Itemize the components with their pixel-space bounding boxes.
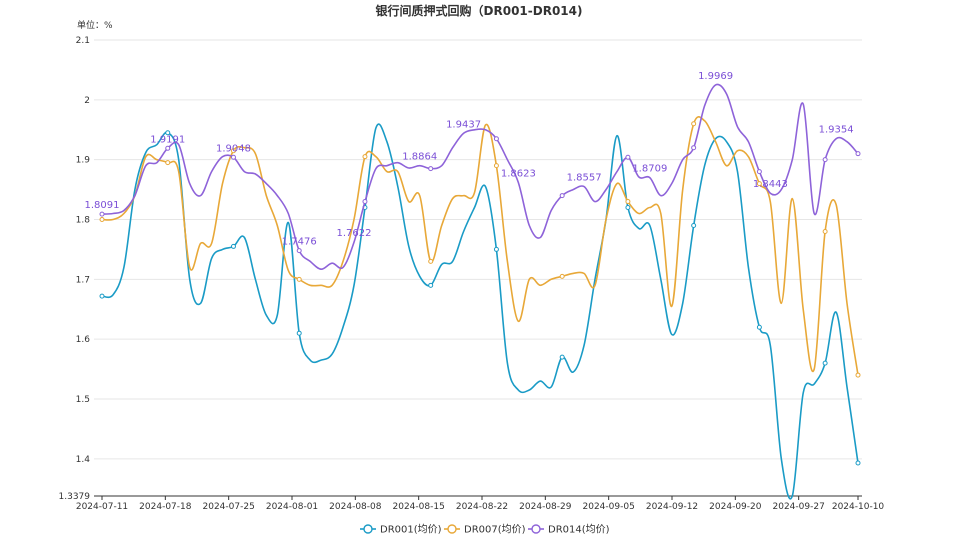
legend-label: DR014(均价): [548, 524, 610, 536]
data-point: [99, 293, 105, 299]
y-tick-label: 1.6: [76, 335, 91, 345]
legend-item-1[interactable]: DR001(均价): [360, 524, 442, 536]
y-tick-label: 1.7: [76, 275, 90, 285]
data-point: [822, 360, 828, 366]
x-tick-label: 2024-08-22: [456, 502, 508, 512]
x-tick-label: 2024-09-12: [646, 502, 698, 512]
data-point: [756, 169, 762, 175]
data-label: 1.7622: [337, 228, 372, 239]
x-tick-label: 2024-08-01: [266, 502, 318, 512]
data-label: 1.8709: [632, 164, 667, 175]
y-tick-label: 1.4: [76, 455, 91, 465]
y-tick-label: 1.8: [76, 216, 91, 226]
x-tick-label: 2024-07-11: [76, 502, 128, 512]
data-label: 1.8557: [567, 173, 602, 184]
data-point: [230, 148, 236, 154]
data-label: 1.9354: [819, 125, 854, 136]
x-tick-label: 2024-07-18: [139, 502, 192, 512]
legend-item-3[interactable]: DR014(均价): [528, 524, 610, 536]
legend-marker: [363, 524, 373, 534]
y-tick-label: 1.9: [76, 156, 91, 166]
unit-label: 单位：%: [77, 19, 113, 31]
data-point: [855, 372, 861, 378]
y-tick-label: 1.3379: [59, 492, 91, 502]
data-point: [822, 157, 828, 163]
data-point: [691, 222, 697, 228]
x-tick-label: 2024-09-20: [709, 502, 762, 512]
data-point: [625, 199, 631, 205]
data-label: 1.7476: [282, 237, 317, 248]
data-label: 1.8623: [501, 168, 536, 179]
y-tick-label: 2.1: [76, 36, 90, 46]
data-point: [559, 354, 565, 360]
x-tick-label: 2024-09-05: [583, 502, 635, 512]
x-tick-label: 2024-07-25: [203, 502, 255, 512]
data-point: [559, 273, 565, 279]
data-point: [362, 199, 368, 205]
grid-layer: [94, 39, 862, 460]
data-point: [756, 181, 762, 187]
series-line-3: [101, 83, 859, 270]
data-point: [230, 243, 236, 249]
data-point: [99, 211, 105, 217]
data-label: 1.9437: [446, 119, 481, 130]
data-point: [855, 460, 861, 466]
data-point: [428, 166, 434, 172]
legend-marker: [531, 524, 541, 534]
data-point: [296, 248, 302, 254]
data-point: [493, 163, 499, 169]
legend-label: DR007(均价): [464, 524, 526, 536]
data-point: [99, 217, 105, 223]
data-point: [296, 330, 302, 336]
data-point: [165, 145, 171, 151]
data-point: [756, 324, 762, 330]
data-point: [428, 282, 434, 288]
data-label: 1.9191: [150, 134, 185, 145]
data-point: [428, 258, 434, 264]
series-line-1: [101, 123, 859, 500]
y-tick-label: 1.5: [76, 395, 90, 405]
data-point: [493, 136, 499, 142]
y-tick-label: 2: [84, 96, 90, 106]
x-tick-label: 2024-09-27: [773, 502, 825, 512]
series-layer: [99, 83, 861, 500]
data-label: 1.8443: [753, 179, 788, 190]
legend[interactable]: DR001(均价) DR007(均价) DR014(均价): [360, 524, 610, 536]
data-point: [493, 246, 499, 252]
x-tick-label: 2024-10-10: [832, 502, 885, 512]
data-label: 1.8864: [402, 152, 437, 163]
chart-title: 银行间质押式回购（DR001-DR014): [375, 4, 583, 18]
data-label: 1.9969: [698, 71, 733, 82]
data-point: [625, 154, 631, 160]
legend-item-2[interactable]: DR007(均价): [444, 524, 526, 536]
data-point: [855, 151, 861, 157]
legend-marker: [447, 524, 457, 534]
data-label: 1.9048: [216, 143, 251, 154]
data-point: [691, 145, 697, 151]
data-point: [165, 160, 171, 166]
x-tick-label: 2024-08-15: [393, 502, 445, 512]
data-point: [296, 276, 302, 282]
data-point: [559, 193, 565, 199]
legend-label: DR001(均价): [380, 524, 442, 536]
data-point: [165, 130, 171, 136]
data-point: [691, 121, 697, 127]
data-point: [230, 154, 236, 160]
x-tick-label: 2024-08-29: [519, 502, 572, 512]
data-point: [822, 228, 828, 234]
x-tick-label: 2024-08-08: [329, 502, 382, 512]
data-point: [625, 205, 631, 211]
data-label: 1.8091: [85, 200, 120, 211]
label-layer: 1.8091 1.9191 1.9048 1.7476 1.7622 1.8864 1.94…: [85, 71, 854, 248]
series-line-2: [101, 116, 859, 376]
data-point: [362, 154, 368, 160]
